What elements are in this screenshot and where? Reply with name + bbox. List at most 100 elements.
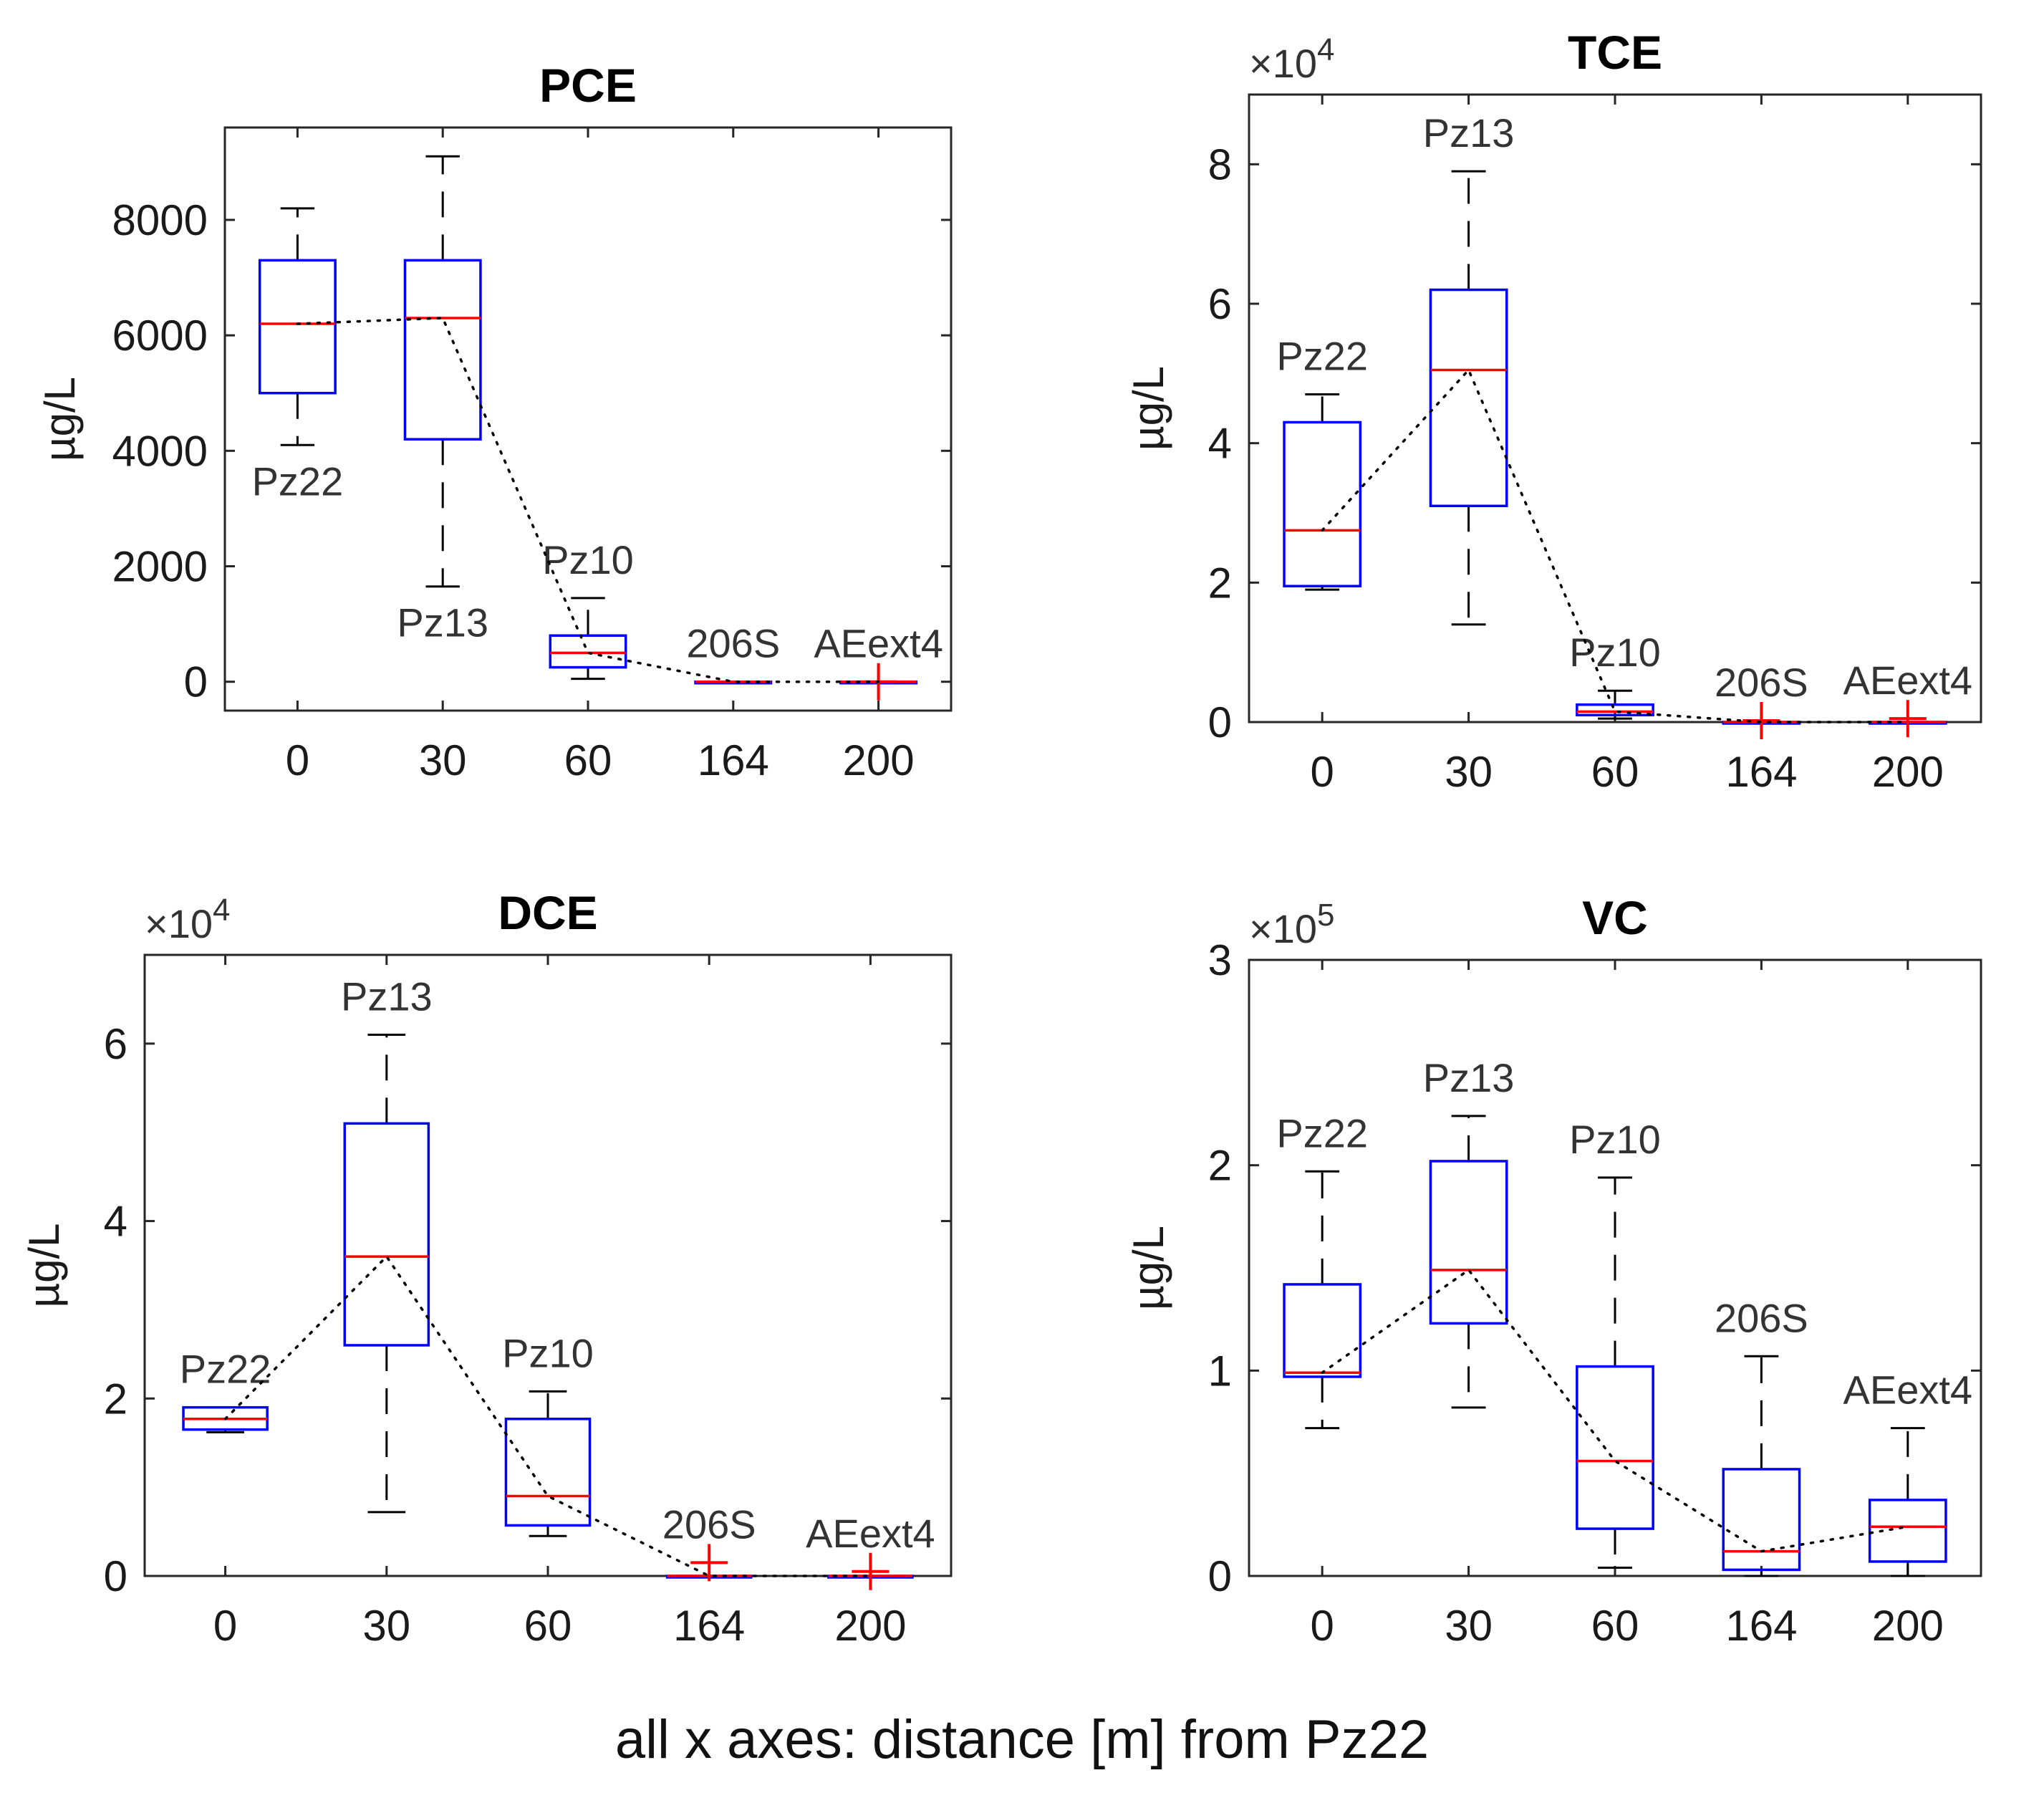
y-tick-label: 8 bbox=[1208, 140, 1232, 188]
well-label: 206S bbox=[686, 621, 780, 666]
x-tick-label: 200 bbox=[843, 736, 915, 784]
chart-pce: PCE 0 2000 4000 6000 8000 0 30 60 164 200 µg/L Pz22 P… bbox=[36, 59, 953, 784]
box-aeext4: AEext4 bbox=[1843, 658, 1973, 738]
box-aeext4: AEext4 bbox=[806, 1511, 935, 1590]
x-tick-label: 200 bbox=[834, 1602, 906, 1650]
chart-title: VC bbox=[1582, 891, 1648, 944]
y-tick-label: 6000 bbox=[112, 312, 208, 360]
multiplier-exponent: 4 bbox=[213, 893, 230, 928]
y-tick-label: 0 bbox=[184, 658, 208, 706]
x-tick-label: 200 bbox=[1872, 1602, 1944, 1650]
x-tick-label: 60 bbox=[1591, 1602, 1639, 1650]
well-label: Pz10 bbox=[1569, 630, 1661, 675]
chart-title: TCE bbox=[1568, 26, 1662, 79]
well-label: Pz22 bbox=[180, 1347, 271, 1392]
x-tick-label: 0 bbox=[1311, 748, 1334, 796]
y-tick-label: 2 bbox=[1208, 559, 1232, 607]
box-pz10: Pz10 bbox=[542, 537, 634, 681]
well-label: Pz22 bbox=[1276, 1110, 1368, 1155]
box-pz10: Pz10 bbox=[1569, 630, 1661, 720]
multiplier-base: ×10 bbox=[1249, 906, 1317, 951]
well-label: Pz22 bbox=[252, 458, 344, 504]
iqr-box bbox=[1868, 1499, 1947, 1563]
box-pz10: Pz10 bbox=[502, 1330, 594, 1537]
well-label: Pz10 bbox=[542, 537, 634, 582]
x-tick-label: 30 bbox=[419, 736, 467, 784]
well-label: AEext4 bbox=[1843, 1367, 1973, 1413]
median-trend-line bbox=[1321, 367, 1909, 724]
well-label: Pz13 bbox=[397, 600, 488, 645]
x-tick-label: 0 bbox=[213, 1602, 237, 1650]
x-tick-label: 164 bbox=[698, 736, 769, 784]
x-tick-label: 30 bbox=[1445, 1602, 1493, 1650]
x-axis-caption: all x axes: distance [m] from Pz22 bbox=[614, 1709, 1430, 1770]
x-tick-label: 30 bbox=[1445, 748, 1493, 796]
x-tick-label: 60 bbox=[564, 736, 612, 784]
multiplier-base: ×10 bbox=[145, 901, 213, 946]
y-tick-label: 0 bbox=[1208, 1552, 1232, 1600]
box-206s: 206S bbox=[662, 1501, 756, 1582]
y-tick-label: 8000 bbox=[112, 196, 208, 244]
box-pz10: Pz10 bbox=[1569, 1117, 1661, 1570]
x-tick-label: 30 bbox=[362, 1602, 410, 1650]
well-label: AEext4 bbox=[806, 1511, 935, 1556]
iqr-box bbox=[258, 259, 337, 395]
box-206s: 206S bbox=[1715, 660, 1808, 740]
y-axis-label: µg/L bbox=[20, 1224, 68, 1308]
median-trend-line bbox=[223, 1254, 872, 1577]
median-trend-line bbox=[296, 317, 880, 683]
iqr-box bbox=[549, 634, 627, 669]
outlier-marker bbox=[1889, 700, 1927, 738]
y-axis-label: µg/L bbox=[1124, 366, 1172, 451]
well-label: 206S bbox=[1715, 660, 1808, 705]
iqr-box bbox=[1722, 1468, 1801, 1572]
y-tick-label: 4 bbox=[104, 1198, 127, 1246]
box-pz22: Pz22 bbox=[1276, 334, 1368, 591]
box-pz13: Pz13 bbox=[1423, 110, 1514, 626]
box-aeext4: AEext4 bbox=[1843, 1367, 1973, 1577]
y-tick-label: 3 bbox=[1208, 936, 1232, 984]
y-tick-label: 4 bbox=[1208, 420, 1232, 468]
y-tick-label: 2 bbox=[1208, 1142, 1232, 1190]
well-label: AEext4 bbox=[1843, 658, 1973, 703]
iqr-box bbox=[504, 1418, 592, 1527]
outlier-marker bbox=[852, 1552, 890, 1590]
well-label: AEext4 bbox=[814, 621, 943, 666]
box-pz22: Pz22 bbox=[1276, 1110, 1368, 1430]
iqr-box bbox=[1283, 1283, 1362, 1378]
median-trend-line bbox=[1321, 1268, 1909, 1553]
y-tick-label: 2 bbox=[104, 1375, 127, 1423]
y-tick-label: 0 bbox=[104, 1552, 127, 1600]
plot-frame bbox=[1248, 93, 1982, 724]
well-label: 206S bbox=[662, 1501, 756, 1547]
well-label: Pz10 bbox=[502, 1330, 594, 1375]
chart-title: PCE bbox=[539, 59, 637, 112]
box-206s: 206S bbox=[686, 621, 780, 685]
box-pz13: Pz13 bbox=[341, 974, 433, 1514]
iqr-box bbox=[1429, 1160, 1508, 1325]
y-tick-label: 1 bbox=[1208, 1347, 1232, 1395]
x-tick-label: 164 bbox=[1725, 748, 1797, 796]
iqr-box bbox=[403, 259, 482, 441]
box-pz13: Pz13 bbox=[1423, 1055, 1515, 1409]
box-pz22: Pz22 bbox=[252, 207, 344, 504]
multiplier-base: ×10 bbox=[1249, 41, 1317, 86]
well-label: Pz13 bbox=[1423, 1055, 1515, 1100]
x-tick-label: 164 bbox=[673, 1602, 745, 1650]
axis-multiplier: ×104 bbox=[145, 893, 230, 946]
axis-multiplier: ×104 bbox=[1249, 32, 1334, 86]
y-axis-label: µg/L bbox=[36, 377, 84, 461]
y-tick-label: 6 bbox=[104, 1020, 127, 1068]
chart-title: DCE bbox=[498, 886, 597, 939]
box-aeext4: AEext4 bbox=[814, 621, 943, 701]
iqr-box bbox=[1576, 703, 1654, 717]
y-tick-label: 4000 bbox=[112, 427, 208, 475]
axis-multiplier: ×105 bbox=[1249, 898, 1334, 951]
iqr-box bbox=[343, 1122, 430, 1347]
box-pz13: Pz13 bbox=[397, 155, 488, 645]
box-206s: 206S bbox=[1715, 1295, 1808, 1577]
y-tick-label: 2000 bbox=[112, 543, 208, 591]
